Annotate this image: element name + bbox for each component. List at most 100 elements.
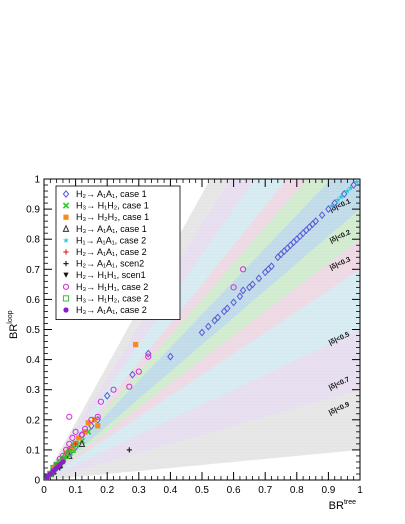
delta-bands xyxy=(44,179,360,480)
data-point xyxy=(284,244,291,253)
data-point xyxy=(318,211,326,220)
legend-entry: H₂→ A₁A₁, case 1 xyxy=(76,189,147,199)
data-point xyxy=(76,435,82,441)
data-point xyxy=(287,241,294,250)
y-tick-label: 0.2 xyxy=(26,415,40,426)
x-tick-label: 0.9 xyxy=(321,485,335,496)
data-point xyxy=(198,328,206,337)
data-point xyxy=(94,413,101,420)
y-tick-label: 0.1 xyxy=(26,445,40,456)
data-point xyxy=(338,193,345,200)
legend-marker xyxy=(63,214,69,220)
y-tick-label: 0 xyxy=(34,476,40,487)
y-tick-label: 1 xyxy=(34,175,40,186)
legend-marker xyxy=(63,261,69,267)
data-point xyxy=(328,202,335,209)
data-point xyxy=(211,316,218,325)
y-axis-label: BRloop xyxy=(7,310,20,339)
data-point xyxy=(334,196,341,203)
data-point xyxy=(91,417,98,423)
legend: H₂→ A₁A₁, case 1 H₃→ H₁H₂, case 1H₃→ H₂H₂… xyxy=(55,185,181,321)
data-point xyxy=(239,266,247,273)
data-point xyxy=(344,187,351,194)
data-point xyxy=(296,232,304,241)
data-point xyxy=(126,383,133,390)
data-point xyxy=(255,274,263,283)
data-point xyxy=(309,220,316,229)
data-point xyxy=(239,286,247,295)
data-point xyxy=(69,434,76,441)
data-point xyxy=(249,280,256,289)
data-points xyxy=(43,178,360,481)
data-point xyxy=(97,398,104,405)
data-point xyxy=(290,238,297,247)
data-point xyxy=(246,283,253,292)
y-tick-label: 0.3 xyxy=(26,385,40,396)
x-tick-label: 0.6 xyxy=(227,485,241,496)
data-point xyxy=(230,284,237,291)
data-point xyxy=(230,298,237,307)
y-tick-label: 0.8 xyxy=(26,235,40,246)
data-point xyxy=(78,431,86,438)
data-point xyxy=(268,262,275,271)
data-point xyxy=(73,441,79,447)
data-point xyxy=(280,247,288,256)
y-tick-label: 0.6 xyxy=(26,295,40,306)
legend-entry: H₃→ A₁A₁, case 2 xyxy=(76,305,147,315)
data-point xyxy=(72,428,79,435)
data-point xyxy=(85,420,91,426)
series-10 xyxy=(44,459,66,480)
data-point xyxy=(72,440,79,447)
legend-entry: H₃→ H₁H₁, case 2 xyxy=(76,282,148,292)
data-point xyxy=(145,353,152,360)
y-tick-label: 0.9 xyxy=(26,205,40,216)
x-tick-label: 0.1 xyxy=(69,485,83,496)
data-point xyxy=(110,386,117,393)
x-axis-label: BRtree xyxy=(329,499,356,512)
data-point xyxy=(95,423,101,429)
x-tick-label: 1 xyxy=(357,485,363,496)
data-point xyxy=(277,250,285,259)
data-point xyxy=(220,307,228,316)
legend-entry: H₃→ H₁H₂, case 2 xyxy=(76,293,149,303)
data-point xyxy=(135,368,142,375)
data-point xyxy=(353,178,360,185)
legend-marker xyxy=(63,272,69,278)
x-tick-label: 0.8 xyxy=(290,485,304,496)
data-point xyxy=(312,217,320,226)
legend-marker xyxy=(62,295,70,302)
data-point xyxy=(274,253,282,262)
data-point xyxy=(236,292,244,301)
data-point xyxy=(167,352,174,361)
legend-marker xyxy=(62,283,70,290)
data-point xyxy=(66,440,73,447)
data-point xyxy=(205,322,212,331)
data-point xyxy=(66,413,73,420)
legend-marker xyxy=(62,202,70,209)
data-point xyxy=(306,223,313,232)
y-tick-label: 0.4 xyxy=(26,355,40,366)
legend-entry: H₂→ A₁A₁, case 2 xyxy=(76,247,147,257)
legend-marker xyxy=(62,224,70,232)
data-point xyxy=(214,313,222,322)
x-tick-label: 0.3 xyxy=(132,485,146,496)
data-point xyxy=(133,341,139,348)
legend-entry: H₁→ A₁A₁, case 2 xyxy=(76,235,146,245)
data-point xyxy=(303,226,310,235)
legend-entry: H₃→ H₁H₂, case 1 xyxy=(76,201,149,211)
data-point xyxy=(261,268,269,277)
data-point xyxy=(265,265,272,274)
legend-box xyxy=(55,185,181,321)
legend-entry: H₃→ H₂H₂, case 1 xyxy=(76,212,149,222)
data-point xyxy=(81,425,89,432)
legend-marker xyxy=(63,249,69,255)
data-point xyxy=(299,229,307,238)
data-point xyxy=(347,184,354,191)
legend-marker xyxy=(62,190,70,198)
data-point xyxy=(88,416,95,423)
legend-marker xyxy=(62,237,70,243)
data-point xyxy=(126,447,132,453)
legend-marker xyxy=(63,307,69,313)
x-tick-label: 0 xyxy=(41,485,47,496)
